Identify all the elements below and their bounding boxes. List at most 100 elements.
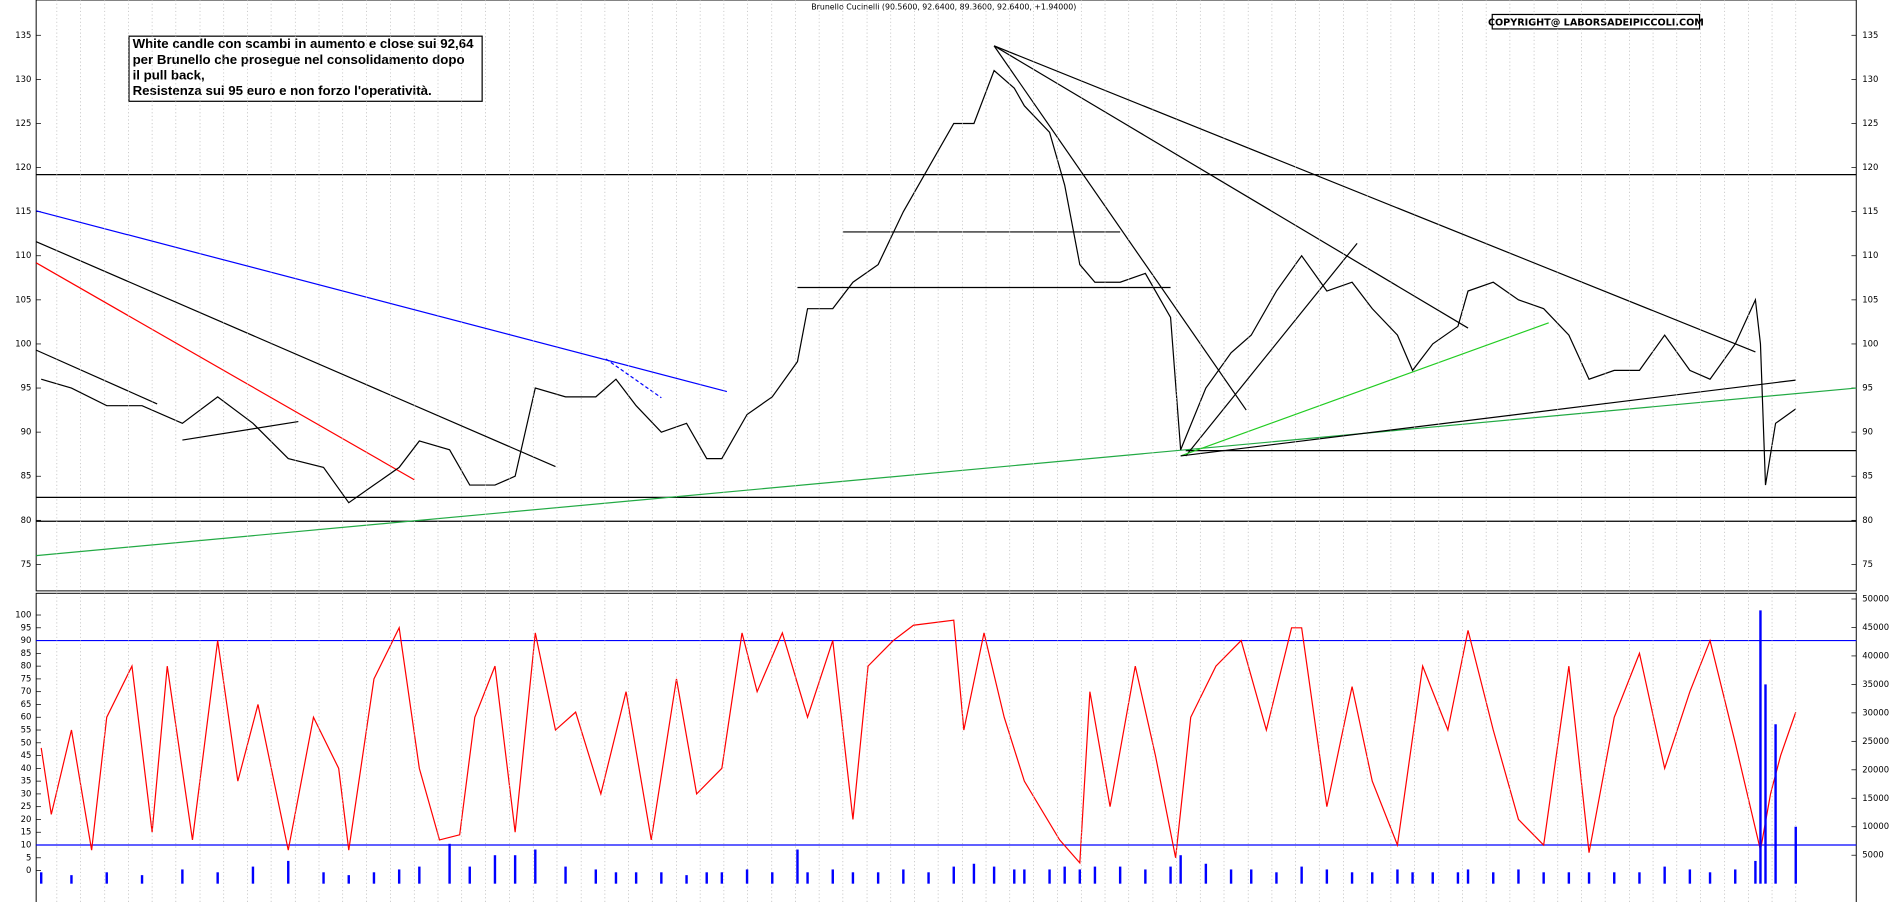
y-tick-label: 85 (21, 648, 32, 658)
y-tick-label: 120 (1862, 162, 1878, 172)
volume-bar (105, 872, 108, 884)
trend-line (36, 387, 1857, 557)
volume-bar (685, 875, 688, 884)
y-tick-label: 70 (21, 686, 32, 696)
trend-line (993, 45, 1469, 329)
y-tick-label: 135 (15, 30, 31, 40)
volume-bar (372, 872, 376, 884)
y-tick-label: 30000 (1862, 707, 1889, 717)
volume-bar (771, 872, 774, 884)
y-tick-label: 10000 (1862, 821, 1889, 831)
trend-line (35, 349, 158, 405)
y-tick-label: 85 (21, 471, 32, 481)
volume-bar (1456, 872, 1460, 884)
volume-bar (1734, 869, 1737, 884)
y-tick-label: 130 (1862, 74, 1878, 84)
y-tick-label: 60 (21, 712, 32, 722)
volume-bar (705, 872, 708, 884)
y-tick-label: 95 (1862, 383, 1873, 393)
y-tick-label: 90 (21, 635, 32, 645)
volume-bar (1300, 866, 1303, 884)
y-tick-label: 75 (1862, 559, 1873, 569)
volume-bar (660, 872, 663, 884)
volume-bar (468, 866, 471, 884)
y-tick-label: 80 (1862, 515, 1873, 525)
volume-bar (1093, 866, 1097, 884)
y-tick-label: 115 (1862, 206, 1878, 216)
y-tick-label: 5000 (1862, 850, 1883, 860)
volume-bar (1542, 872, 1545, 884)
y-tick-label: 105 (15, 294, 31, 304)
y-tick-label: 75 (21, 559, 32, 569)
volume-bar (448, 843, 451, 884)
y-tick-label: 20000 (1862, 764, 1889, 774)
volume-bar (216, 872, 219, 884)
volume-bar (564, 866, 567, 884)
y-tick-label: 5 (26, 852, 31, 862)
y-tick-label: 135 (1862, 30, 1878, 40)
y-tick-label: 25000 (1862, 736, 1889, 746)
volume-bar (1063, 866, 1066, 884)
volume-bar (1759, 610, 1762, 884)
volume-bar (397, 869, 401, 884)
volume-bar (1567, 872, 1571, 884)
volume-bar (851, 872, 855, 884)
y-tick-label: 35000 (1862, 679, 1889, 689)
trend-line (1180, 322, 1549, 457)
y-tick-label: 40000 (1862, 650, 1889, 660)
comment-box (128, 35, 483, 102)
volume-bar (1688, 869, 1692, 884)
volume-bar (745, 869, 749, 884)
y-tick-label: 100 (1862, 338, 1878, 348)
copyright: COPYRIGHT@ LABORSADEIPICCOLI.COM (1488, 17, 1704, 28)
comment-line: White candle con scambi in aumento e clo… (133, 36, 474, 51)
volume-bar (1466, 869, 1470, 884)
volume-bar (1754, 860, 1757, 884)
y-tick-label: 100 (15, 338, 31, 348)
trend-line (1180, 379, 1796, 457)
volume-bar (614, 872, 618, 884)
volume-bar (1774, 724, 1777, 884)
comment-line: Resistenza sui 95 euro e non forzo l'ope… (133, 83, 432, 98)
price-panel-frame (35, 0, 1857, 592)
volume-bar (39, 872, 43, 884)
volume-bar (1229, 869, 1233, 884)
volume-bar (1663, 866, 1666, 884)
volume-bar (251, 866, 255, 884)
y-tick-label: 85 (1862, 471, 1873, 481)
y-tick-label: 30 (21, 788, 32, 798)
volume-bar (1204, 863, 1208, 884)
copyright-box (1491, 13, 1701, 30)
y-tick-label: 50 (21, 737, 32, 747)
volume-bar (347, 875, 350, 884)
y-tick-label: 65 (21, 699, 32, 709)
comment-line: per Brunello che prosegue nel consolidam… (133, 52, 465, 67)
volume-bar (1275, 872, 1278, 884)
volume-bar (1078, 869, 1082, 884)
volume-bar (1048, 869, 1051, 884)
volume-bar (181, 869, 184, 884)
y-tick-label: 95 (21, 383, 32, 393)
volume-bar (1325, 869, 1329, 884)
volume-bar (831, 869, 834, 884)
volume-bar (876, 872, 880, 884)
indicator-panel-frame (35, 592, 1857, 902)
y-tick-label: 45000 (1862, 622, 1889, 632)
volume-bar (1411, 872, 1414, 884)
volume-bar (493, 855, 497, 884)
y-tick-label: 35 (21, 776, 32, 786)
trend-line (993, 45, 1756, 353)
y-tick-label: 115 (15, 206, 31, 216)
volume-bar (972, 863, 976, 884)
volume-bar (1517, 869, 1520, 884)
trend-line (35, 241, 556, 468)
trend-line (993, 45, 1247, 411)
volume-bar (1013, 869, 1016, 884)
volume-bar (1350, 872, 1354, 884)
volume-bar (1144, 869, 1147, 884)
y-tick-label: 105 (1862, 294, 1878, 304)
volume-bar (806, 872, 809, 884)
y-tick-label: 20 (21, 814, 32, 824)
